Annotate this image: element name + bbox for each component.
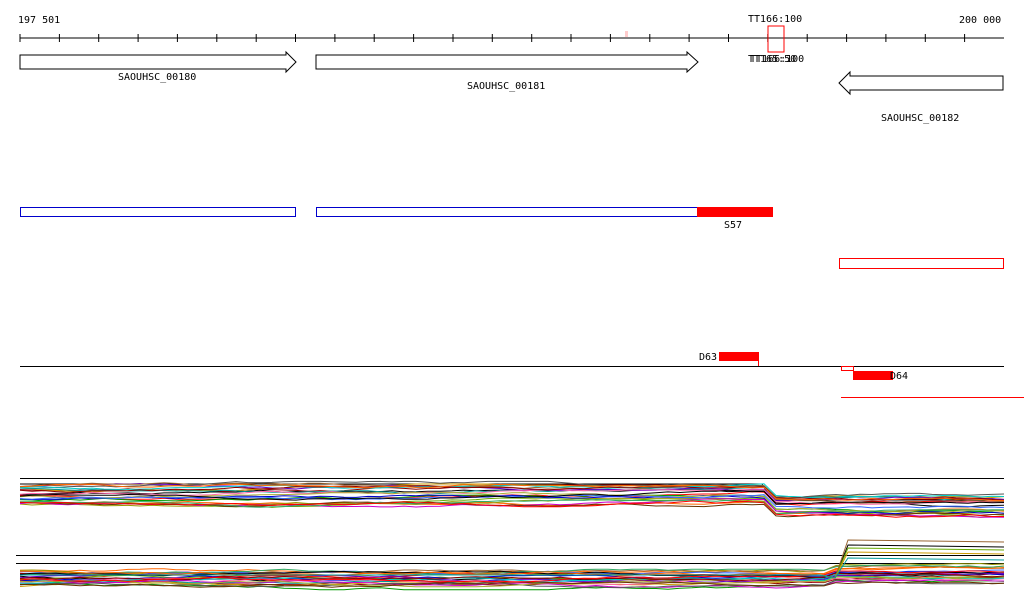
profile-line-rising	[20, 557, 1005, 579]
segment-s57[interactable]	[697, 207, 773, 217]
profile-line	[19, 480, 1005, 498]
segment-d63[interactable]	[719, 352, 759, 361]
profile-line	[19, 579, 1005, 589]
gene-track: SAOUHSC_00180 SAOUHSC_00181 SAOUHSC_0018…	[19, 50, 1004, 124]
profile-line	[19, 494, 1005, 509]
profile-line	[19, 485, 1005, 501]
segment-d64-flank	[841, 366, 854, 371]
expression-track-lower[interactable]	[16, 539, 1005, 591]
coordinate-ruler: 197 501 200 000 TT166:100 TT165:50 TT166…	[18, 14, 1004, 65]
profile-line	[19, 570, 1005, 582]
segment-label-s57: S57	[724, 220, 742, 231]
upper-profile-lines	[19, 480, 1005, 518]
profile-line	[19, 579, 1005, 589]
profile-line	[19, 489, 1005, 505]
profile-line	[19, 575, 1005, 588]
terminator-marker[interactable]	[767, 25, 785, 53]
ruler-start-label: 197 501	[18, 15, 60, 26]
ruler-small-mark	[625, 31, 628, 37]
terminator-label-b: TT166:100	[750, 54, 804, 65]
deletion-track: D63 D64	[20, 352, 1024, 398]
gene-arrow-saouhsc-00180[interactable]	[19, 50, 297, 74]
terminator-label-a: TT165:50	[748, 54, 796, 65]
profile-line	[19, 566, 1005, 577]
gene-arrow-saouhsc-00181[interactable]	[315, 50, 699, 74]
ruler-end-label: 200 000	[959, 15, 1001, 26]
profile-line	[19, 498, 1004, 515]
gene-arrow-saouhsc-00182[interactable]	[838, 70, 1004, 96]
ruler-marker-label: TT166:100	[748, 14, 802, 25]
gene-label-saouhsc-00180: SAOUHSC_00180	[118, 72, 196, 83]
profile-line	[20, 569, 1005, 577]
segment-label-d64: D64	[890, 371, 908, 382]
lower-profile-lines	[19, 539, 1005, 591]
expression-track-upper[interactable]	[19, 478, 1005, 518]
cds-box-00180[interactable]	[20, 207, 296, 217]
segment-label-d63: D63	[699, 352, 717, 363]
gene-label-saouhsc-00182: SAOUHSC_00182	[881, 113, 959, 124]
cds-box-00181[interactable]	[316, 207, 698, 217]
gene-label-saouhsc-00181: SAOUHSC_00181	[467, 81, 545, 92]
profile-line	[19, 483, 1005, 502]
segment-track: S57	[20, 207, 1004, 269]
profile-line	[19, 500, 1004, 518]
cds-box-00182[interactable]	[839, 258, 1004, 269]
segment-d64[interactable]	[853, 371, 893, 380]
profile-line	[19, 489, 1005, 505]
